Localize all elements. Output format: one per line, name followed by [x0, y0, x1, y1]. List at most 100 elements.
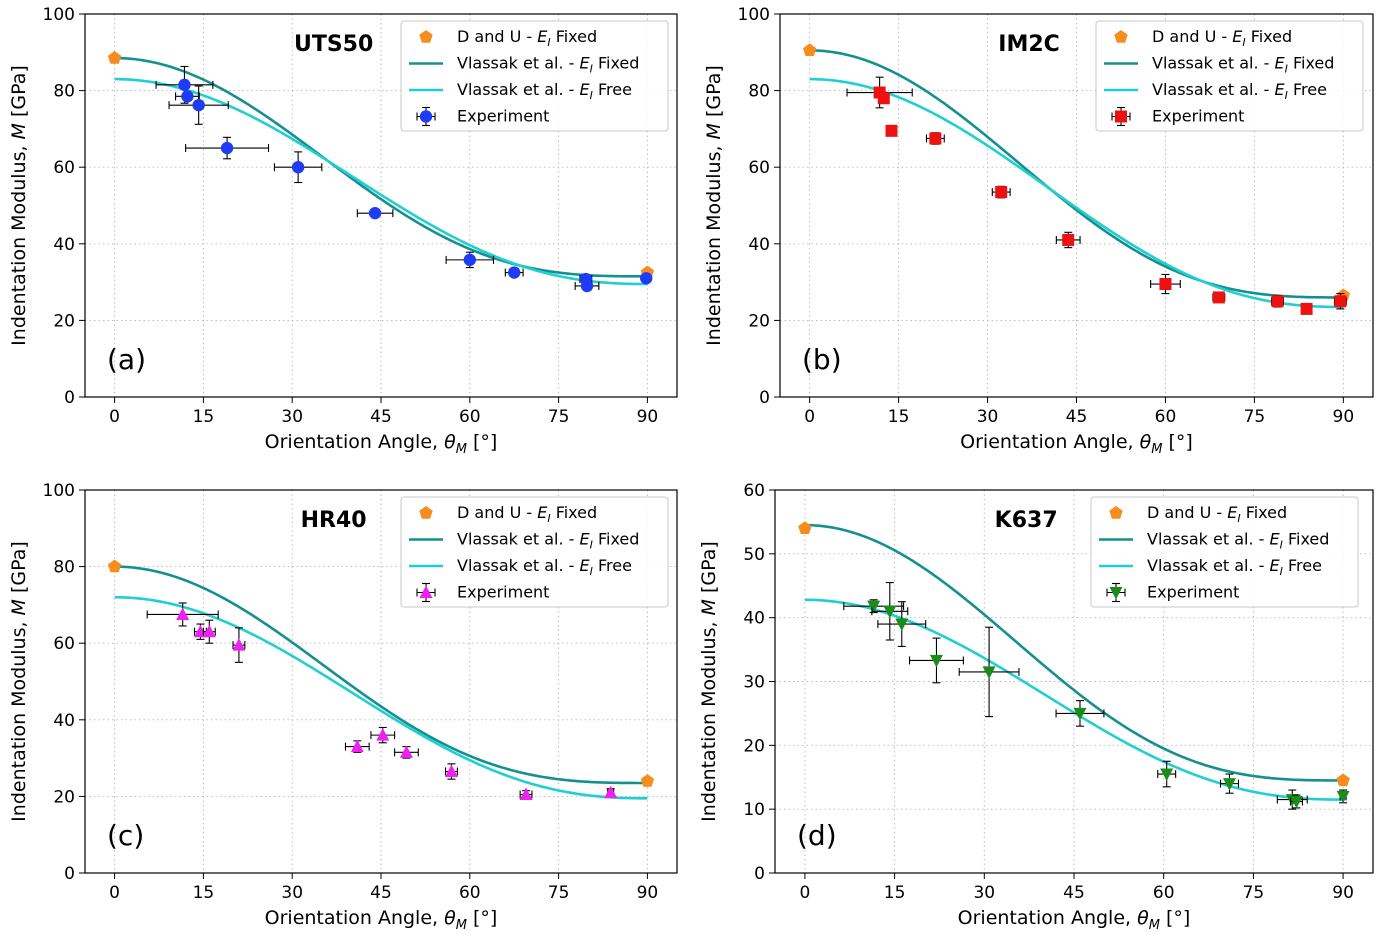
y-tick-label: 80	[748, 82, 770, 102]
experiment-point	[463, 253, 476, 267]
y-axis-label: Indentation Modulus, M [GPa]	[698, 541, 720, 822]
x-tick-label: 60	[459, 407, 481, 427]
experiment-point	[895, 618, 909, 632]
panel-tag: (c)	[107, 819, 144, 852]
x-tick-label: 90	[1333, 407, 1355, 427]
legend-free-label: Vlassak et al. - EI Free	[457, 80, 632, 102]
legend-box	[400, 20, 669, 132]
legend: D and U - EI Fixed Vlassak et al. - EI Fi…	[1090, 496, 1359, 608]
x-tick-label: 90	[637, 407, 659, 427]
du-fixed-point	[798, 521, 812, 534]
plot-area	[107, 559, 655, 800]
experiment-point	[1222, 778, 1236, 791]
y-tick-label: 0	[64, 388, 75, 408]
experiment-point	[867, 600, 881, 614]
axis-ticks: 0 15 30 45 60 75 90 0 20 40 60 80 100	[43, 5, 659, 427]
legend-experiment-label: Experiment	[1147, 583, 1239, 602]
experiment-point	[176, 607, 190, 620]
x-tick-label: 0	[109, 407, 120, 427]
experiment-point	[220, 141, 234, 155]
experiment-point	[1160, 768, 1174, 782]
y-tick-label: 20	[53, 311, 75, 331]
legend-du-label: D and U - EI Fixed	[1152, 27, 1292, 49]
experiment-point	[1073, 707, 1087, 721]
legend-box	[1095, 20, 1364, 132]
experiment-point	[399, 745, 413, 758]
legend-du-marker	[419, 30, 433, 43]
panel-c: 0 15 30 45 60 75 90 0 20 40 60 80 100 Orientation Ang…	[8, 481, 678, 933]
experiment-point	[1300, 302, 1313, 315]
experiment-point	[1289, 796, 1303, 809]
legend-du-marker	[419, 506, 433, 519]
experiment-point	[604, 785, 618, 799]
experiment-point	[376, 728, 390, 741]
axis-ticks: 0 15 30 45 60 75 90 0 20 40 60 80 100	[43, 481, 659, 903]
y-axis-label: Indentation Modulus, M [GPa]	[703, 65, 725, 346]
y-tick-label: 40	[743, 609, 765, 629]
y-tick-label: 60	[743, 481, 765, 501]
axis-ticks: 0 15 30 45 60 75 90 0 20 40 60 80 100	[738, 5, 1355, 427]
y-tick-label: 0	[759, 388, 770, 408]
legend: D and U - EI Fixed Vlassak et al. - EI Fi…	[400, 20, 669, 132]
y-tick-label: 60	[53, 158, 75, 178]
x-tick-label: 45	[370, 407, 392, 427]
panel-tag: (d)	[797, 819, 837, 852]
legend-free-label: Vlassak et al. - EI Free	[1147, 556, 1322, 578]
experiment-point	[178, 78, 191, 92]
legend-du-label: D and U - EI Fixed	[457, 503, 597, 525]
y-tick-label: 40	[53, 711, 75, 731]
panel-title: UTS50	[294, 32, 373, 57]
x-tick-label: 0	[109, 883, 120, 903]
x-tick-label: 75	[1244, 407, 1266, 427]
panel-title: HR40	[301, 508, 367, 533]
du-fixed-point	[640, 774, 655, 787]
experiment-point	[232, 638, 246, 651]
x-tick-label: 45	[370, 883, 392, 903]
axes-frame	[779, 13, 1374, 398]
x-tick-label: 0	[799, 883, 810, 903]
legend-experiment-marker	[419, 110, 433, 123]
experiment-point	[1159, 278, 1172, 291]
x-tick-label: 15	[888, 407, 910, 427]
panel-tag: (b)	[802, 343, 842, 376]
legend-fixed-label: Vlassak et al. - EI Fixed	[1147, 530, 1329, 552]
experiment-point	[982, 666, 996, 679]
legend-box	[1090, 496, 1359, 608]
y-tick-label: 0	[754, 864, 765, 884]
plot-area	[803, 43, 1350, 315]
series-vlassak-fixed-line	[114, 565, 648, 785]
y-tick-label: 20	[748, 311, 770, 331]
legend-du-label: D and U - EI Fixed	[457, 27, 597, 49]
legend-free-label: Vlassak et al. - EI Free	[1152, 80, 1327, 102]
du-fixed-point	[803, 43, 817, 56]
axis-ticks: 0 15 30 45 60 75 90 0 10 20 30 40 50 60	[743, 481, 1354, 903]
experiment-point	[291, 161, 305, 174]
axes-frame	[84, 489, 678, 874]
x-tick-label: 75	[548, 883, 570, 903]
du-fixed-point	[107, 559, 122, 573]
y-axis-label: Indentation Modulus, M [GPa]	[8, 541, 30, 822]
experiment-point	[929, 654, 943, 668]
panel-title: IM2C	[998, 32, 1060, 57]
legend-fixed-label: Vlassak et al. - EI Fixed	[1152, 54, 1334, 76]
plot-area	[798, 521, 1350, 810]
panel-b: 0 15 30 45 60 75 90 0 20 40 60 80 100 Orientation Ang…	[703, 5, 1374, 457]
x-tick-label: 30	[281, 407, 303, 427]
y-tick-label: 60	[748, 158, 770, 178]
y-tick-label: 60	[53, 634, 75, 654]
y-tick-label: 40	[53, 235, 75, 255]
experiment-point	[1334, 295, 1347, 308]
y-tick-label: 20	[53, 787, 75, 807]
y-tick-label: 10	[743, 800, 765, 820]
x-tick-label: 60	[1155, 407, 1177, 427]
experiment-point	[1271, 295, 1284, 308]
x-tick-label: 90	[1332, 883, 1354, 903]
y-tick-label: 50	[743, 545, 765, 565]
y-tick-label: 100	[738, 5, 770, 25]
experiment-point	[1062, 233, 1075, 246]
legend-du-label: D and U - EI Fixed	[1147, 503, 1287, 525]
legend: D and U - EI Fixed Vlassak et al. - EI Fi…	[400, 496, 669, 608]
series-vlassak-free-line	[114, 595, 648, 800]
legend-du-marker	[1114, 30, 1128, 43]
